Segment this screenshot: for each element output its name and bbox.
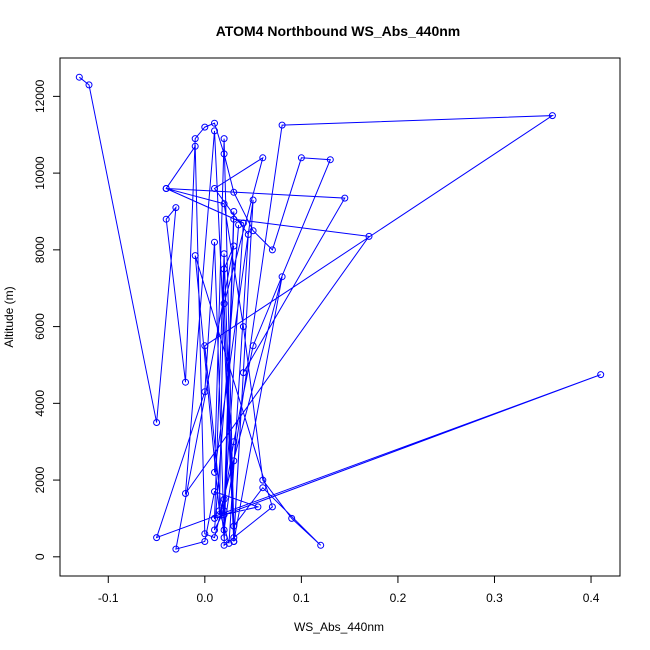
data-point	[230, 208, 238, 215]
data-point	[230, 242, 238, 250]
data-point	[191, 135, 199, 143]
data-point	[211, 238, 218, 246]
data-point	[230, 457, 238, 465]
y-tick-label: 4000	[33, 390, 47, 417]
data-point	[162, 185, 170, 192]
data-point	[182, 490, 189, 497]
data-point	[201, 538, 209, 545]
data-point	[297, 154, 305, 162]
data-point	[211, 514, 218, 522]
x-tick-label: 0.4	[583, 591, 600, 605]
data-point	[317, 541, 325, 549]
data-point	[201, 342, 209, 350]
data-point	[365, 232, 373, 240]
data-point	[191, 252, 199, 260]
data-point	[259, 484, 267, 492]
data-point	[341, 194, 349, 202]
series-line	[78, 76, 601, 550]
x-tick-label: 0.3	[486, 591, 503, 605]
data-point	[162, 215, 170, 223]
data-point	[239, 323, 247, 331]
data-point	[191, 142, 199, 150]
plot-frame	[59, 57, 621, 577]
data-point	[230, 188, 238, 196]
data-point	[230, 538, 238, 545]
y-tick-label: 10000	[33, 156, 47, 190]
data-point	[249, 227, 257, 235]
data-point	[220, 135, 228, 143]
data-point	[326, 156, 334, 164]
data-point	[220, 300, 228, 308]
data-point	[239, 219, 247, 227]
chart-title: ATOM4 Northbound WS_Abs_440nm	[216, 23, 461, 39]
data-point	[220, 526, 228, 534]
data-point	[230, 522, 238, 530]
data-point	[220, 265, 228, 273]
data-point	[254, 503, 262, 511]
data-point	[211, 119, 218, 127]
series-layer	[75, 73, 605, 553]
data-point	[201, 123, 209, 131]
data-point	[230, 215, 238, 223]
data-point	[172, 545, 180, 553]
data-point	[278, 121, 286, 129]
data-point	[220, 541, 228, 549]
data-point	[239, 369, 247, 377]
data-point	[268, 503, 276, 511]
data-point	[220, 534, 228, 542]
data-point	[230, 534, 238, 542]
data-point	[201, 388, 209, 396]
data-point	[75, 73, 83, 81]
data-point	[85, 81, 93, 89]
y-tick-label: 8000	[33, 236, 47, 263]
y-tick-label: 2000	[33, 466, 47, 493]
data-point	[201, 530, 209, 538]
x-axis: -0.1 0.0 0.1 0.2 0.3 0.4	[98, 575, 600, 605]
y-tick-label: 0	[33, 553, 47, 560]
data-point	[220, 200, 228, 208]
y-tick-label: 6000	[33, 313, 47, 340]
data-point	[278, 273, 286, 281]
data-point	[244, 231, 252, 238]
data-point	[259, 154, 267, 162]
data-point	[259, 476, 267, 484]
x-tick-label: 0.1	[293, 591, 310, 605]
y-axis-label: Altitude (m)	[2, 286, 16, 347]
data-point	[249, 342, 257, 350]
data-point	[211, 526, 218, 534]
data-point	[548, 112, 556, 120]
x-tick-label: 0.2	[390, 591, 407, 605]
data-point	[235, 221, 243, 229]
y-axis: 0 2000 4000 6000 8000 10000 12000	[33, 79, 61, 560]
x-tick-label: -0.1	[98, 591, 119, 605]
data-point	[230, 438, 238, 446]
data-point	[268, 246, 276, 254]
data-point	[182, 378, 189, 386]
data-point	[288, 514, 296, 522]
data-point	[211, 488, 218, 496]
x-axis-label: WS_Abs_440nm	[294, 620, 384, 634]
data-point	[153, 534, 161, 542]
data-point	[220, 511, 228, 519]
data-point	[220, 507, 228, 515]
data-point	[211, 127, 218, 135]
x-tick-label: 0.0	[196, 591, 213, 605]
data-point	[211, 468, 218, 476]
data-point	[153, 419, 161, 426]
data-point	[220, 495, 228, 503]
data-point	[220, 250, 228, 258]
data-point	[211, 185, 218, 192]
y-tick-label: 12000	[33, 79, 47, 113]
data-point	[220, 150, 228, 158]
data-point	[249, 196, 257, 204]
data-point	[597, 371, 605, 379]
data-point	[172, 204, 180, 212]
data-point	[215, 507, 223, 515]
data-point	[211, 534, 218, 542]
data-point	[215, 511, 223, 519]
